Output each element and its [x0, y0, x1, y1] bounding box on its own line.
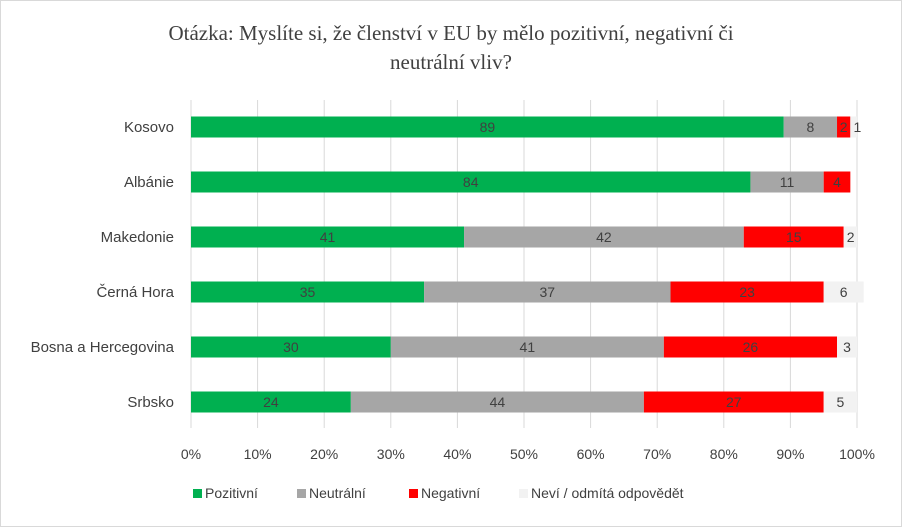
bar-segment	[670, 281, 824, 303]
bar-segment	[750, 171, 824, 193]
data-label: 2	[847, 229, 855, 245]
bar-segment	[823, 171, 851, 193]
bar-segment	[191, 226, 465, 248]
category-label: Kosovo	[124, 119, 174, 136]
bars	[191, 116, 864, 413]
data-label: 41	[520, 339, 536, 355]
data-label: 6	[840, 284, 848, 300]
category-label: Albánie	[124, 174, 174, 191]
category-label: Makedonie	[101, 229, 174, 246]
data-label: 15	[786, 229, 802, 245]
category-label: Černá Hora	[96, 284, 174, 301]
bar-segment	[837, 336, 857, 358]
bar-segment	[743, 226, 844, 248]
data-label: 24	[263, 394, 279, 410]
data-label: 30	[283, 339, 299, 355]
legend: Pozitivní Neutrální Negativní Neví / odmítá…	[193, 485, 684, 501]
legend-item: Pozitivní	[193, 485, 258, 501]
x-tick-label: 60%	[577, 446, 605, 462]
x-tick-label: 40%	[443, 446, 471, 462]
data-label: 4	[833, 174, 841, 190]
legend-label: Neutrální	[309, 485, 366, 501]
legend-item: Neví / odmítá odpovědět	[519, 485, 684, 501]
x-axis-ticks: 0% 10% 20% 30% 40% 50% 60% 70% 80% 90% 100%	[181, 446, 875, 462]
chart-title-line-1: Otázka: Myslíte si, že členství v EU by …	[168, 21, 733, 45]
bar-segment	[191, 116, 784, 138]
bar-segment	[350, 391, 644, 413]
data-label: 41	[320, 229, 336, 245]
data-label: 44	[490, 394, 506, 410]
legend-label: Negativní	[421, 485, 480, 501]
data-labels: 89 8 2 184 11 441 42 15 235 37 23 630 41 26 324 44 27 5	[263, 119, 861, 410]
data-label: 26	[743, 339, 759, 355]
x-tick-label: 10%	[244, 446, 272, 462]
bar-segment	[843, 226, 857, 248]
bar-segment	[823, 281, 864, 303]
x-tick-label: 100%	[839, 446, 875, 462]
bar-segment	[191, 281, 425, 303]
data-label: 35	[300, 284, 316, 300]
legend-swatch	[519, 489, 528, 498]
legend-label: Neví / odmítá odpovědět	[531, 485, 684, 501]
data-label: 89	[480, 119, 496, 135]
bar-segment	[464, 226, 744, 248]
bar-segment	[424, 281, 671, 303]
chart-title: Otázka: Myslíte si, že členství v EU by …	[168, 21, 733, 74]
bar-segment	[191, 391, 351, 413]
chart-title-line-2: neutrální vliv?	[390, 50, 512, 74]
bar-segment	[663, 336, 838, 358]
data-label: 1	[853, 119, 861, 135]
data-label: 37	[540, 284, 556, 300]
legend-swatch	[409, 489, 418, 498]
legend-swatch	[297, 489, 306, 498]
x-tick-label: 70%	[643, 446, 671, 462]
x-tick-label: 90%	[776, 446, 804, 462]
x-tick-label: 30%	[377, 446, 405, 462]
data-label: 5	[836, 394, 844, 410]
data-label: 27	[726, 394, 742, 410]
legend-item: Negativní	[409, 485, 480, 501]
x-tick-label: 0%	[181, 446, 201, 462]
x-tick-label: 80%	[710, 446, 738, 462]
legend-swatch	[193, 489, 202, 498]
data-label: 2	[840, 119, 848, 135]
gridlines	[190, 100, 858, 428]
bar-segment	[837, 116, 851, 138]
data-label: 3	[843, 339, 851, 355]
data-label: 8	[806, 119, 814, 135]
bar-segment	[390, 336, 664, 358]
category-label: Bosna a Hercegovina	[31, 339, 175, 356]
legend-label: Pozitivní	[205, 485, 258, 501]
category-label: Srbsko	[127, 394, 174, 411]
x-tick-label: 20%	[310, 446, 338, 462]
data-label: 42	[596, 229, 612, 245]
data-label: 84	[463, 174, 479, 190]
legend-item: Neutrální	[297, 485, 366, 501]
data-label: 23	[739, 284, 755, 300]
bar-segment	[823, 391, 857, 413]
bar-segment	[643, 391, 824, 413]
bar-segment	[783, 116, 838, 138]
x-tick-label: 50%	[510, 446, 538, 462]
bar-segment	[191, 336, 391, 358]
bar-segment	[850, 116, 857, 138]
bar-segment	[191, 171, 751, 193]
data-label: 11	[780, 174, 795, 190]
category-labels: Kosovo Albánie Makedonie Černá Hora Bosna a …	[31, 119, 175, 411]
